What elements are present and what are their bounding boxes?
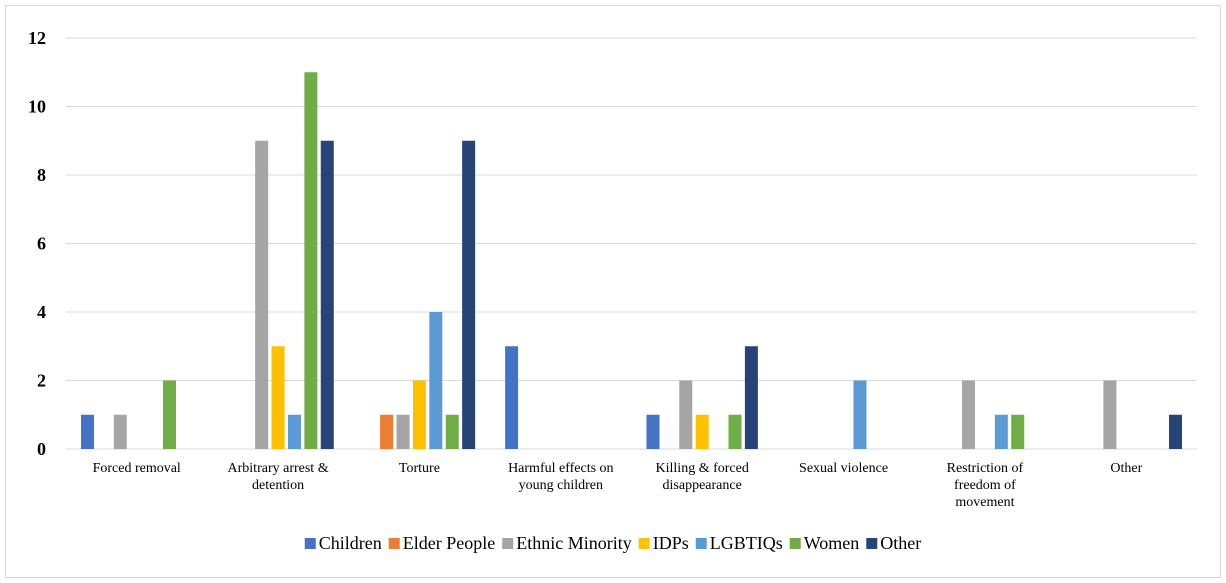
legend-item: Children [304, 533, 382, 553]
bar-idps-4 [695, 414, 709, 449]
x-category-line: detention [252, 478, 304, 493]
x-axis-categories: Forced removal Arbitrary arrest & detentio… [93, 461, 1143, 510]
y-tick-label: 8 [37, 165, 46, 185]
bar-lgbtiqs-2 [429, 312, 443, 449]
bar-ethnic-minority-4 [679, 380, 693, 449]
bar-women-4 [728, 414, 742, 449]
bar-other-2 [462, 140, 476, 449]
bar-ethnic-minority-7 [1103, 380, 1117, 449]
x-category-line: Other [1110, 461, 1142, 476]
legend-swatch [866, 538, 878, 549]
x-category-label: Killing & forced disappearance [656, 461, 749, 493]
legend: Children Elder People Ethnic Minority IDPs L… [304, 533, 921, 553]
x-category-label: Restriction of freedom of movement [947, 461, 1024, 510]
bar-elder-people-2 [380, 414, 394, 449]
bar-idps-1 [271, 346, 285, 449]
legend-swatch [304, 538, 316, 549]
x-category-label: Harmful effects on young children [508, 461, 613, 493]
bar-women-1 [304, 72, 318, 449]
x-category-line: Forced removal [93, 461, 181, 476]
x-category-label: Arbitrary arrest & detention [228, 461, 329, 493]
legend-label: LGBTIQs [710, 533, 783, 553]
legend-swatch [388, 538, 400, 549]
y-axis-ticks: 0 2 4 6 8 10 12 [28, 28, 46, 459]
legend-label: Children [319, 533, 382, 553]
legend-item: LGBTIQs [695, 533, 783, 553]
legend-swatch [502, 538, 514, 549]
bar-ethnic-minority-0 [113, 414, 127, 449]
legend-item: Elder People [388, 533, 495, 553]
legend-label: Ethnic Minority [516, 533, 632, 553]
grouped-bar-chart: 0 2 4 6 8 10 12 Forced removal Arbitrary arrest… [28, 28, 1197, 553]
x-category-line: movement [955, 495, 1014, 510]
gridlines [66, 37, 1197, 450]
x-category-label: Other [1110, 461, 1142, 476]
bar-women-0 [162, 380, 176, 449]
x-category-line: Torture [399, 461, 440, 476]
bar-lgbtiqs-5 [853, 380, 867, 449]
y-tick-label: 2 [37, 371, 46, 391]
y-tick-label: 0 [37, 439, 46, 459]
bar-children-0 [80, 414, 94, 449]
x-category-line: young children [519, 478, 603, 493]
legend-item: Ethnic Minority [502, 533, 632, 553]
chart-frame: 0 2 4 6 8 10 12 Forced removal Arbitrary arrest… [5, 5, 1221, 578]
legend-item: Other [866, 533, 921, 553]
bar-lgbtiqs-1 [287, 414, 301, 449]
x-category-line: Arbitrary arrest & [228, 461, 329, 476]
bar-idps-2 [412, 380, 426, 449]
y-tick-label: 6 [37, 234, 46, 254]
bar-other-7 [1169, 414, 1183, 449]
bar-ethnic-minority-1 [255, 140, 269, 449]
legend-label: Women [804, 533, 860, 553]
legend-item: Women [789, 533, 860, 553]
x-category-label: Torture [399, 461, 440, 476]
x-category-label: Forced removal [93, 461, 181, 476]
x-category-line: disappearance [663, 478, 742, 493]
bar-ethnic-minority-6 [962, 380, 976, 449]
x-category-line: Restriction of [947, 461, 1024, 476]
bar-other-1 [320, 140, 334, 449]
y-tick-label: 12 [28, 28, 46, 48]
bar-children-4 [646, 414, 660, 449]
legend-swatch [638, 538, 650, 549]
bar-other-4 [744, 346, 758, 449]
legend-label: IDPs [653, 533, 689, 553]
bar-lgbtiqs-6 [994, 414, 1008, 449]
x-category-line: freedom of [954, 478, 1016, 493]
legend-label: Elder People [403, 533, 495, 553]
bar-women-6 [1011, 414, 1025, 449]
bar-ethnic-minority-2 [396, 414, 410, 449]
legend-swatch [695, 538, 707, 549]
x-category-line: Sexual violence [799, 461, 888, 476]
legend-swatch [789, 538, 801, 549]
legend-label: Other [880, 533, 921, 553]
y-tick-label: 4 [37, 302, 46, 322]
x-category-line: Killing & forced [656, 461, 749, 476]
y-tick-label: 10 [28, 97, 46, 117]
bar-women-2 [445, 414, 459, 449]
x-category-line: Harmful effects on [508, 461, 613, 476]
bar-children-3 [505, 346, 519, 449]
bars [80, 72, 1183, 449]
legend-item: IDPs [638, 533, 689, 553]
x-category-label: Sexual violence [799, 461, 888, 476]
